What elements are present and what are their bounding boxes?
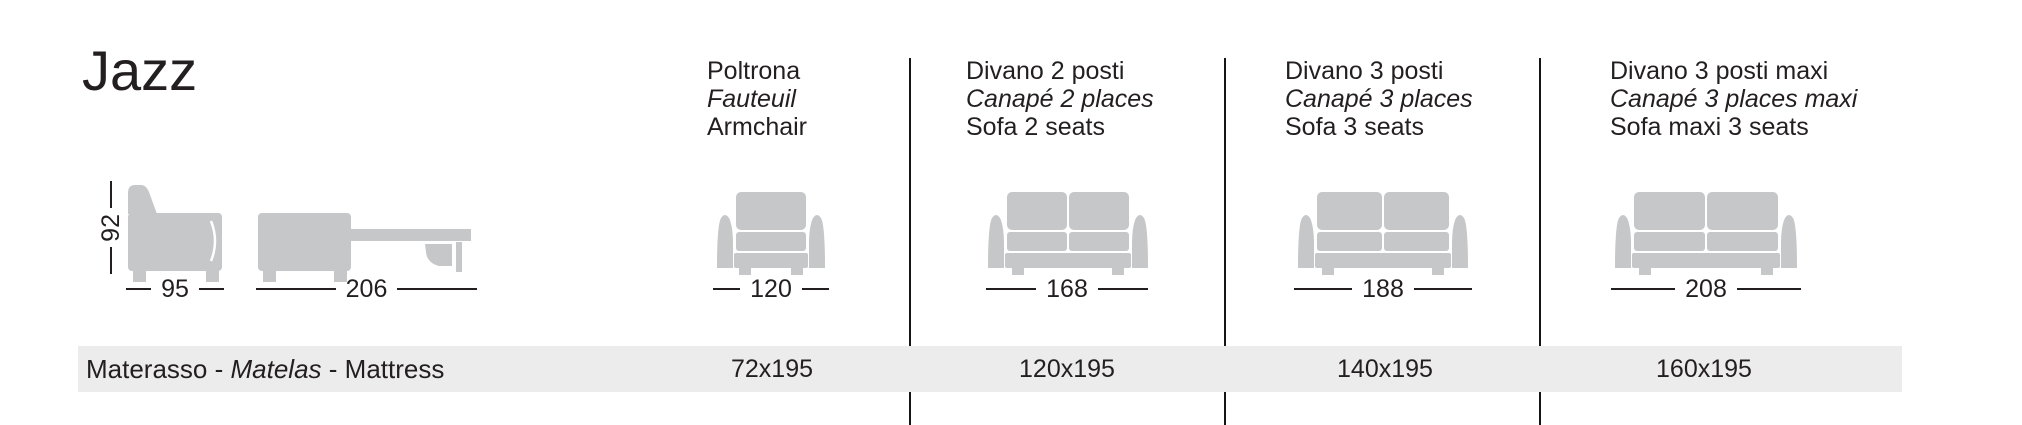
sofa-side-closed-icon [118, 150, 228, 283]
column-header-sofa-3-seats: Divano 3 posti Canapé 3 places Sofa 3 se… [1285, 57, 1615, 141]
width-value: 120 [750, 274, 792, 303]
dim-line [110, 181, 112, 208]
column-header-armchair: Poltrona Fauteuil Armchair [707, 57, 1037, 141]
label-separator: - [207, 353, 231, 384]
sofa-3-seats-front-icon [1298, 183, 1468, 275]
mattress-size-value: 120x195 [1019, 354, 1115, 383]
width-value: 168 [1046, 274, 1088, 303]
mattress-size-value: 72x195 [730, 354, 814, 383]
column-divider [909, 58, 911, 425]
column-divider [1539, 58, 1541, 425]
sofa-bed-open-icon [253, 150, 473, 283]
height-dimension: 92 [97, 181, 125, 274]
dim-line [110, 247, 112, 274]
dim-line [713, 288, 741, 290]
mattress-label-fr: Matelas [230, 353, 322, 384]
open-depth-dimension: 206 [256, 274, 477, 303]
column-divider [1224, 58, 1226, 425]
width-dimension-sofa-2-seats: 168 [986, 274, 1148, 303]
mattress-label-it: Materasso [86, 353, 208, 384]
dim-line [1736, 288, 1801, 290]
column-header-sofa-2-seats: Divano 2 posti Canapé 2 places Sofa 2 se… [966, 57, 1296, 141]
dim-line [256, 288, 336, 290]
width-value: 208 [1685, 274, 1727, 303]
open-depth-value: 206 [345, 274, 388, 303]
column-label-en: Sofa maxi 3 seats [1610, 113, 1809, 141]
column-label-en: Armchair [707, 113, 808, 141]
width-dimension-armchair: 120 [713, 274, 829, 303]
closed-depth-dimension: 95 [126, 274, 224, 303]
mattress-row: Materasso - Matelas - Mattress 72x195 12… [78, 346, 1902, 392]
width-dimension-sofa-3-seats-maxi: 208 [1611, 274, 1801, 303]
dim-line [1097, 288, 1148, 290]
column-label-fr: Canapé 2 places [966, 85, 1154, 113]
dim-line [397, 288, 477, 290]
column-label-en: Sofa 2 seats [966, 113, 1105, 141]
column-label-fr: Fauteuil [707, 85, 796, 113]
dim-line [1413, 288, 1472, 290]
sofa-3-seats-maxi-front-icon [1615, 183, 1797, 275]
dim-line [126, 288, 152, 290]
width-value: 188 [1362, 274, 1404, 303]
column-label-it: Divano 3 posti [1285, 57, 1444, 85]
armchair-front-icon [717, 183, 825, 275]
dim-line [198, 288, 224, 290]
closed-depth-value: 95 [161, 274, 189, 303]
mattress-size-value: 160x195 [1656, 354, 1752, 383]
sofa-2-seats-front-icon [988, 183, 1148, 275]
column-label-fr: Canapé 3 places maxi [1610, 85, 1858, 113]
column-label-en: Sofa 3 seats [1285, 113, 1424, 141]
width-dimension-sofa-3-seats: 188 [1294, 274, 1472, 303]
dim-line [986, 288, 1037, 290]
mattress-label-en: Mattress [344, 353, 445, 384]
dim-line [1611, 288, 1676, 290]
column-header-sofa-3-seats-maxi: Divano 3 posti maxi Canapé 3 places maxi… [1610, 57, 1940, 141]
column-label-it: Poltrona [707, 57, 801, 85]
column-label-it: Divano 2 posti [966, 57, 1125, 85]
dim-line [801, 288, 829, 290]
mattress-row-label: Materasso - Matelas - Mattress [86, 346, 444, 392]
dim-line [1294, 288, 1353, 290]
mattress-size-value: 140x195 [1337, 354, 1433, 383]
label-separator: - [321, 353, 345, 384]
column-label-it: Divano 3 posti maxi [1610, 57, 1829, 85]
product-name: Jazz [82, 39, 198, 102]
column-label-fr: Canapé 3 places [1285, 85, 1473, 113]
